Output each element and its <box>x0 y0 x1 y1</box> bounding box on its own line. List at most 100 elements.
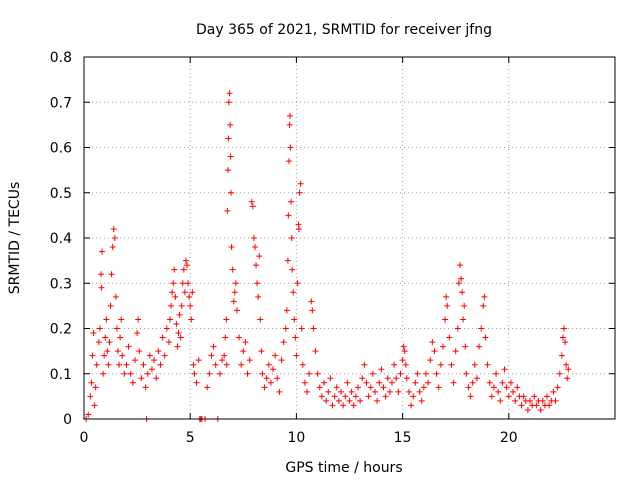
data-point <box>493 370 500 377</box>
data-point <box>346 397 353 404</box>
data-point <box>188 316 195 323</box>
data-point <box>410 393 417 400</box>
data-point <box>163 325 170 332</box>
data-point <box>221 352 228 359</box>
data-point <box>520 393 527 400</box>
data-point <box>285 212 292 219</box>
data-point <box>253 262 260 269</box>
data-point <box>180 266 187 273</box>
data-point <box>405 388 412 395</box>
data-point <box>97 271 104 278</box>
data-point <box>228 244 235 251</box>
data-point <box>450 379 457 386</box>
data-point <box>90 330 97 337</box>
data-point <box>227 153 234 160</box>
data-point <box>512 397 519 404</box>
data-point <box>524 406 531 413</box>
data-point <box>121 370 128 377</box>
data-point <box>546 402 553 409</box>
data-point <box>274 375 281 382</box>
y-tick-label: 0.8 <box>50 50 72 66</box>
data-point <box>459 289 466 296</box>
data-point <box>531 393 538 400</box>
data-point <box>96 325 103 332</box>
data-point <box>306 370 313 377</box>
data-point <box>431 348 438 355</box>
data-point <box>265 361 272 368</box>
data-point <box>171 266 178 273</box>
data-point <box>416 388 423 395</box>
y-tick-label: 0.3 <box>50 276 72 292</box>
data-point <box>151 357 158 364</box>
data-point <box>505 393 512 400</box>
data-point <box>342 393 349 400</box>
data-point <box>561 325 568 332</box>
data-point <box>175 330 182 337</box>
data-point <box>454 325 461 332</box>
data-point <box>113 325 120 332</box>
data-point <box>110 225 117 232</box>
data-point <box>544 393 551 400</box>
data-point <box>399 357 406 364</box>
data-point <box>471 361 478 368</box>
data-point <box>135 316 142 323</box>
data-point <box>308 298 315 305</box>
data-point <box>359 375 366 382</box>
data-point <box>433 370 440 377</box>
data-point <box>179 280 186 287</box>
data-point <box>204 384 211 391</box>
data-point <box>227 189 234 196</box>
data-point <box>117 334 124 341</box>
data-point <box>562 339 569 346</box>
y-tick-label: 0 <box>63 412 72 428</box>
data-point <box>261 384 268 391</box>
data-point <box>87 393 94 400</box>
data-point <box>429 339 436 346</box>
data-point <box>258 348 265 355</box>
x-tick-label: 10 <box>287 430 305 446</box>
data-point <box>369 370 376 377</box>
data-point <box>435 384 442 391</box>
data-point <box>558 352 565 359</box>
data-point <box>455 280 462 287</box>
y-tick-label: 0.4 <box>50 231 72 247</box>
data-point <box>402 361 409 368</box>
data-point <box>125 343 132 350</box>
data-point <box>195 357 202 364</box>
data-point <box>134 330 141 337</box>
data-point <box>142 384 149 391</box>
data-point <box>484 361 491 368</box>
data-point <box>85 411 92 418</box>
x-axis-label: GPS time / hours <box>285 460 402 476</box>
data-point <box>425 379 432 386</box>
data-point <box>238 361 245 368</box>
data-point <box>439 343 446 350</box>
data-point <box>93 361 100 368</box>
data-point <box>335 397 342 404</box>
grid <box>84 57 615 419</box>
data-point <box>103 316 110 323</box>
data-point <box>348 388 355 395</box>
data-point <box>233 307 240 314</box>
data-point <box>280 339 287 346</box>
data-point <box>256 253 263 260</box>
data-point <box>499 379 506 386</box>
data-point <box>514 384 521 391</box>
data-point <box>292 334 299 341</box>
data-point <box>102 334 109 341</box>
data-point <box>480 302 487 309</box>
data-point <box>267 379 274 386</box>
data-point <box>186 293 193 300</box>
data-point <box>412 379 419 386</box>
data-point <box>463 370 470 377</box>
data-point <box>290 289 297 296</box>
data-point <box>397 370 404 377</box>
data-point <box>563 361 570 368</box>
data-point <box>444 302 451 309</box>
data-point <box>89 352 96 359</box>
data-point <box>284 257 291 264</box>
data-point <box>486 379 493 386</box>
data-point <box>287 144 294 151</box>
data-point <box>116 361 123 368</box>
x-tick-label: 20 <box>500 430 518 446</box>
